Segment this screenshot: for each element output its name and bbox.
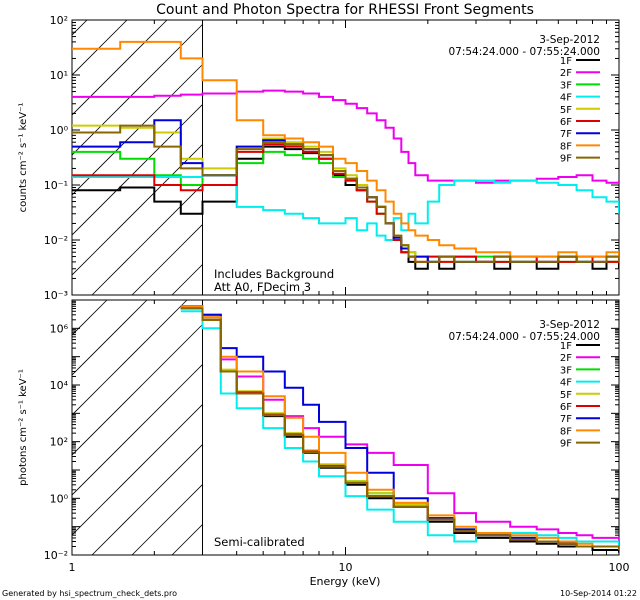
- series-group: [180, 305, 619, 553]
- hatch-line: [72, 20, 168, 116]
- y-axis-label: photons cm⁻² s⁻¹ keV⁻¹: [18, 369, 29, 486]
- legend-label-3F: 3F: [560, 80, 572, 91]
- legend-label-5F: 5F: [560, 390, 572, 401]
- legend-label-2F: 2F: [560, 68, 572, 79]
- y-tick-label: 10⁴: [50, 379, 69, 392]
- series-line-8F: [72, 40, 619, 258]
- hatch-line: [72, 20, 208, 156]
- annotation: Att A0, FDecim 3: [214, 280, 311, 294]
- legend-label-9F: 9F: [560, 154, 572, 165]
- x-tick-label: 100: [609, 561, 630, 574]
- legend-label-2F: 2F: [560, 353, 572, 364]
- y-tick-label: 10⁻¹: [44, 179, 68, 192]
- hatch-line: [72, 300, 108, 336]
- annotation: Semi-calibrated: [214, 535, 305, 549]
- chart-title: Count and Photon Spectra for RHESSI Fron…: [156, 2, 534, 18]
- legend-label-6F: 6F: [560, 117, 572, 128]
- info-time-range: 07:54:24.000 - 07:55:24.000: [448, 46, 600, 58]
- y-tick-label: 10⁶: [50, 322, 69, 335]
- series-line-8F: [180, 305, 619, 548]
- footer-generator: Generated by hsi_spectrum_check_dets.pro: [2, 589, 177, 598]
- count-spectra-panel: 10⁻³ 10⁻² 10⁻¹ 10⁰ 10¹ 10² counts cm⁻² s⁻¹ keV…: [18, 14, 620, 302]
- hatch-line: [72, 20, 128, 76]
- y-tick-label: 10⁻³: [44, 289, 68, 302]
- hatch-line: [72, 300, 148, 376]
- legend-label-3F: 3F: [560, 365, 572, 376]
- legend-label-1F: 1F: [560, 56, 572, 67]
- y-tick-label: 10²: [50, 436, 68, 449]
- info-time-range: 07:54:24.000 - 07:55:24.000: [448, 331, 600, 343]
- hatch-line: [72, 300, 188, 416]
- y-tick-label: 10⁰: [50, 492, 69, 505]
- series-line-4F: [180, 310, 619, 547]
- legend-label-1F: 1F: [560, 341, 572, 352]
- legend-label-4F: 4F: [560, 378, 572, 389]
- y-tick-label: 10¹: [50, 69, 68, 82]
- x-tick-label: 1: [69, 561, 76, 574]
- legend-label-7F: 7F: [560, 414, 572, 425]
- photon-spectra-panel: 1 10 100 10⁻² 10⁰ 10² 10⁴ 10⁶ photons cm⁻² s⁻¹ k…: [0, 299, 630, 574]
- y-tick-label: 10²: [50, 14, 68, 27]
- series-line-4F: [72, 174, 619, 241]
- y-tick-label: 10⁻²: [44, 234, 68, 247]
- legend-label-8F: 8F: [560, 426, 572, 437]
- legend-label-8F: 8F: [560, 141, 572, 152]
- y-tick-label: 10⁰: [50, 124, 69, 137]
- info-date: 3-Sep-2012: [539, 319, 600, 331]
- hatch-mask: [202, 20, 619, 295]
- legend-label-9F: 9F: [560, 439, 572, 450]
- footer-date: 10-Sep-2014 01:22: [560, 589, 637, 598]
- series-line-2F: [180, 305, 619, 542]
- series-line-2F: [72, 89, 619, 184]
- legend-label-7F: 7F: [560, 129, 572, 140]
- legend-label-5F: 5F: [560, 105, 572, 116]
- series-line-9F: [180, 307, 619, 550]
- legend-label-4F: 4F: [560, 93, 572, 104]
- hatch-line: [72, 20, 88, 36]
- series-group: [72, 40, 619, 270]
- hatch-line: [72, 300, 228, 456]
- info-date: 3-Sep-2012: [539, 34, 600, 46]
- y-axis-label: counts cm⁻² s⁻¹ keV⁻¹: [18, 103, 29, 213]
- x-axis-label: Energy (keV): [310, 575, 381, 588]
- x-tick-label: 10: [339, 561, 353, 574]
- series-line-9F: [72, 124, 619, 263]
- legend-label-6F: 6F: [560, 402, 572, 413]
- annotation: Includes Background: [214, 267, 334, 281]
- hatch-line: [72, 20, 248, 196]
- hatch-line: [0, 300, 67, 555]
- y-tick-label: 10⁻²: [44, 549, 68, 562]
